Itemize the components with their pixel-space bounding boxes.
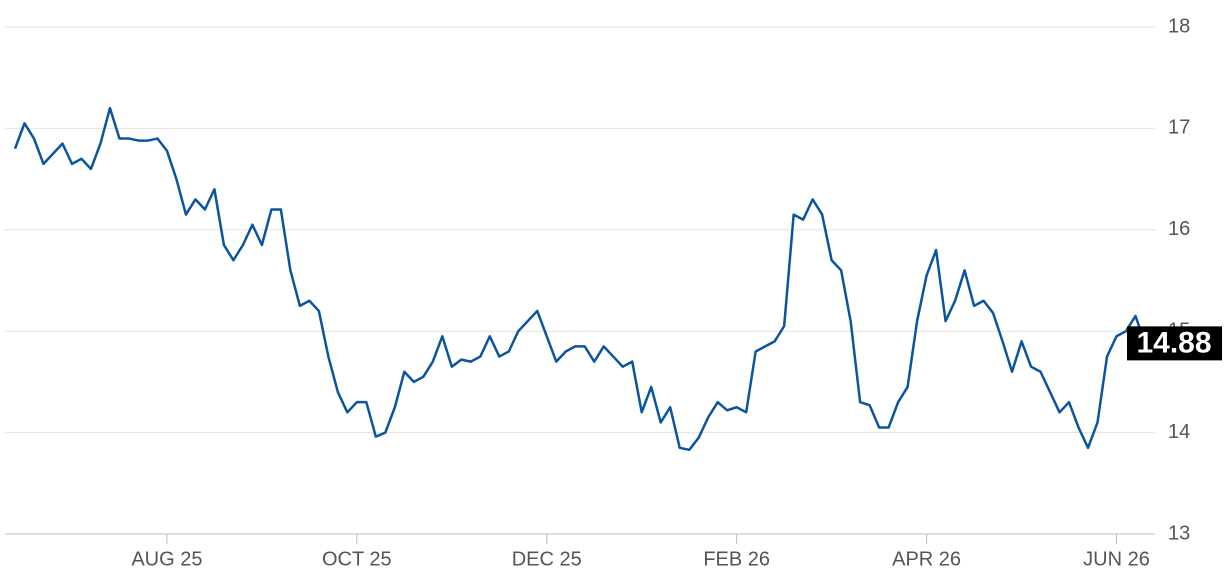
y-tick-label: 17	[1168, 117, 1190, 139]
x-tick-label: DEC 25	[512, 548, 582, 570]
y-tick-label: 14	[1168, 421, 1190, 443]
last-value-box	[1127, 326, 1222, 361]
price-line	[13, 106, 1147, 452]
x-tick-label: JUN 26	[1083, 548, 1150, 570]
last-value-label: 14.88	[1136, 326, 1211, 359]
x-tick-label: APR 26	[892, 548, 961, 570]
y-tick-label: 13	[1168, 522, 1190, 544]
y-tick-label: 18	[1168, 15, 1190, 37]
x-tick-label: FEB 26	[703, 548, 770, 570]
x-tick-label: AUG 25	[131, 548, 202, 570]
x-tick-label: OCT 25	[322, 548, 392, 570]
y-tick-label: 16	[1168, 218, 1190, 240]
